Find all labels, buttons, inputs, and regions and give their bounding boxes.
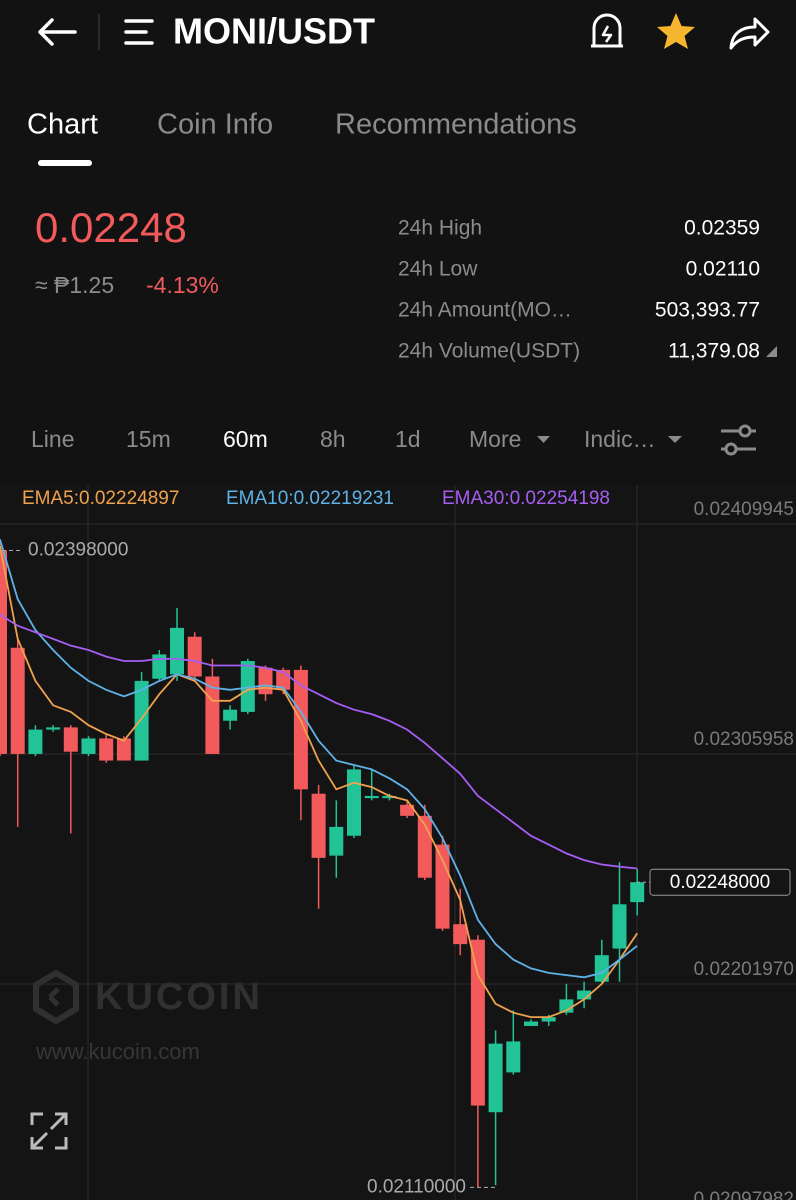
candle-body [46,727,61,730]
expand-triangle[interactable] [766,346,777,357]
legend-entry: EMA5:0.02224897 [22,488,179,509]
interval[interactable]: Indic… [584,426,656,452]
alert-button[interactable] [591,13,623,48]
candle-body [134,680,149,761]
candle-body [364,795,379,799]
legend-entry: EMA30:0.02254198 [442,488,610,509]
stat-label: 24h Volume(USDT) [398,340,580,363]
y-tick-label: 0.02409945 [694,499,794,520]
high-label: 0.02398000 [28,539,128,560]
share-button[interactable] [729,17,770,50]
dropdown-caret [537,436,550,443]
back-icon [38,18,77,46]
candle-body [99,738,114,761]
interval[interactable]: 15m [126,426,171,452]
alert-bolt [601,25,613,43]
y-tick-label: 0.02201970 [694,959,794,980]
candle-body [258,667,273,695]
plot-background [0,485,796,1200]
candle-body [170,627,184,675]
candle-body [187,636,202,677]
dropdown-caret [668,436,682,443]
candle-body [382,795,397,799]
interval-active[interactable]: 60m [223,426,268,452]
interval[interactable]: More [469,426,521,452]
interval[interactable]: 1d [395,426,421,452]
tab[interactable]: Recommendations [335,109,577,141]
candle-body [435,844,450,929]
stat-label: 24h Low [398,258,478,281]
menu-icon [124,19,154,45]
candle-body [293,669,308,790]
candle-body [81,738,96,754]
candle-body [311,793,326,858]
watermark-brand: KUCOIN [95,976,263,1018]
watermark-url: www.kucoin.com [35,1039,200,1064]
tab[interactable]: Coin Info [157,109,273,141]
plot-area: KUCOIN www.kucoin.com 0.02409945 0.023059… [0,485,796,1200]
candle-body [116,738,131,761]
menu-button[interactable] [124,19,154,45]
candle-body [28,729,43,754]
fullscreen-icon [30,1112,68,1150]
candle-body [223,709,238,721]
legend-entry: EMA10:0.02219231 [226,488,394,509]
watermark-logo-mark [48,987,60,1007]
tab[interactable]: Chart [27,109,98,141]
alert-icon [591,13,623,48]
fiat-price: ≈ ₱1.25 [35,272,114,298]
slider-knob [724,442,738,456]
settings-button[interactable] [721,424,756,456]
candle-body [524,1021,538,1026]
stat-value: 503,393.77 [655,299,760,322]
back-button[interactable] [38,18,77,46]
ema-line [0,613,638,870]
ema-line [0,539,638,979]
tab-indicator [38,160,92,166]
interval[interactable]: 8h [320,426,346,452]
candle-body [240,661,255,712]
candle-body [329,826,344,856]
candle-body [506,1041,521,1073]
y-tick-label: 0.02097982 [694,1189,794,1200]
candle-body [630,882,645,903]
last-price: 0.02248 [35,204,187,251]
candle-body [347,769,361,836]
last-price-box [649,868,791,896]
price-change: -4.13% [146,272,219,298]
interval[interactable]: Line [31,426,74,452]
low-label: 0.02110000 [367,1176,466,1197]
candle-body [612,904,627,949]
stat-label: 24h High [398,217,482,240]
candle-body [400,804,415,816]
slider-knob [738,424,752,438]
stat-label: 24h Amount(MO… [398,299,572,322]
candle-body [488,1043,503,1113]
candle-body [594,955,609,982]
y-tick-label: 0.02305958 [694,729,794,750]
candle-body [541,1017,556,1022]
stat-value: 11,379.08 [668,340,760,363]
candle-body [453,924,468,945]
pair-title: MONI/USDT [173,11,375,52]
ema-line [0,545,638,1018]
favorite-star[interactable] [657,13,695,49]
candle-body [152,654,167,679]
fullscreen-button[interactable] [30,1112,68,1150]
watermark-logo [33,969,79,1025]
last-price-label: 0.02248000 [670,872,770,893]
candle-body [63,727,78,752]
candle-body [10,647,25,754]
candle-body [0,550,7,754]
candle-body [470,939,485,1106]
candle-body [577,990,592,1000]
stat-value: 0.02359 [684,217,760,240]
watermark: KUCOIN www.kucoin.com [33,969,263,1064]
stat-value: 0.02110 [686,258,760,281]
